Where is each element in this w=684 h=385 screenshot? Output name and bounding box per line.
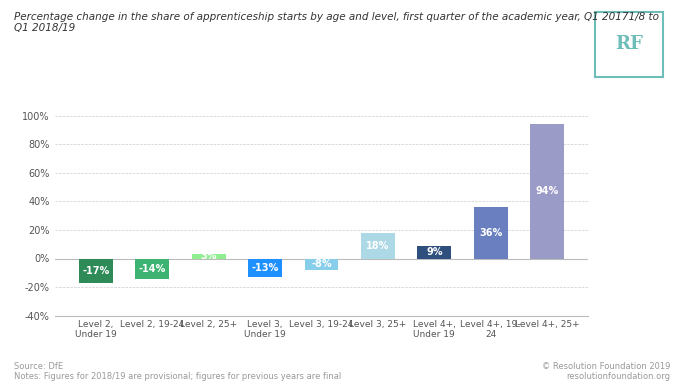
Text: © Resolution Foundation 2019
resolutionfoundation.org: © Resolution Foundation 2019 resolutionf… — [542, 362, 670, 381]
Bar — [417, 246, 451, 258]
Text: -8%: -8% — [311, 259, 332, 269]
Text: -17%: -17% — [82, 266, 109, 276]
Bar — [530, 124, 564, 258]
Text: 9%: 9% — [426, 247, 443, 257]
Text: -14%: -14% — [139, 263, 166, 273]
Bar — [361, 233, 395, 258]
Text: RF: RF — [616, 35, 643, 53]
Bar — [135, 258, 169, 278]
Text: Percentage change in the share of apprenticeship starts by age and level, first : Percentage change in the share of appren… — [14, 12, 659, 33]
Text: 36%: 36% — [479, 228, 502, 238]
Bar — [474, 207, 508, 258]
Text: -13%: -13% — [252, 263, 278, 273]
Bar — [248, 258, 282, 277]
Bar — [192, 254, 226, 258]
Bar — [79, 258, 113, 283]
Text: Source: DfE
Notes: Figures for 2018/19 are provisional; figures for previous yea: Source: DfE Notes: Figures for 2018/19 a… — [14, 362, 341, 381]
Text: 3%: 3% — [200, 251, 217, 261]
Text: 94%: 94% — [536, 186, 559, 196]
Bar — [304, 258, 339, 270]
Text: 18%: 18% — [366, 241, 390, 251]
